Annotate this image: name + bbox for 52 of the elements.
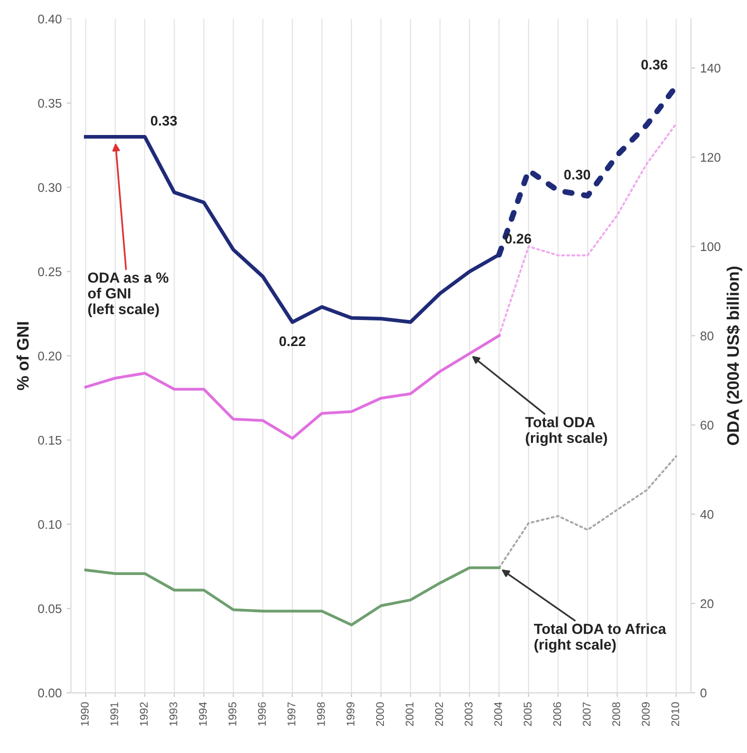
x-tick-label: 2003 [464,702,473,726]
x-tick-label: 1998 [317,702,325,726]
y2-tick-label: 100 [700,242,720,252]
x-tick-label: 2004 [494,702,502,726]
y-tick-label: 0.25 [38,267,62,276]
y-tick-label: 0.30 [38,183,62,192]
x-tick-label: 1990 [80,702,89,726]
y-tick-label: 0.05 [38,604,62,614]
x-tick-label: 1994 [198,702,207,726]
x-tick-label: 1999 [346,702,354,726]
y-tick-label: 0.15 [38,436,62,445]
x-tick-label: 1997 [288,702,296,726]
x-tick-label: 2008 [612,702,620,726]
x-tick-label: 2002 [435,702,443,726]
y-tick-label: 0.40 [38,14,62,24]
line-series [84,334,500,440]
x-tick-label: 2005 [524,702,532,726]
annotation: ODA as a % of GNI (left scale) [88,272,168,318]
data-label: 0.22 [279,336,306,346]
x-tick-label: 2000 [376,702,384,726]
y-tick-label: 0.00 [38,688,62,698]
x-tick-label: 1991 [110,702,118,726]
x-tick-label: 2001 [406,702,414,726]
y-tick-label: 0.35 [38,98,62,108]
y2-tick-label: 60 [700,420,714,430]
line-series [84,566,500,626]
data-label: 0.33 [150,116,177,126]
y2-tick-label: 40 [700,510,714,519]
y2-tick-label: 120 [700,152,720,162]
x-tick-label: 2009 [642,702,650,726]
data-label: 0.36 [641,60,668,70]
x-tick-label: 2010 [671,702,680,726]
y2-tick-label: 80 [700,332,714,340]
x-tick-label: 1992 [140,702,148,726]
x-tick-label: 1993 [169,702,178,726]
annotation: Total ODA (right scale) [525,416,608,446]
y2-axis-title: ODA (2004 US$ billion) [726,266,742,446]
annotation: Total ODA to Africa (right scale) [534,623,666,653]
y-tick-label: 0.20 [38,352,62,360]
y2-tick-label: 140 [700,64,720,73]
y2-tick-label: 20 [700,599,714,608]
x-tick-label: 1995 [228,702,236,726]
y2-tick-label: 0 [700,688,706,698]
y-tick-label: 0.10 [38,520,62,529]
x-tick-label: 2006 [553,702,562,726]
x-tick-label: 1996 [258,702,266,726]
data-label: 0.30 [564,170,590,180]
data-label: 0.26 [505,234,532,244]
line-series [498,122,678,337]
x-tick-label: 2007 [582,702,591,726]
y-axis-title: % of GNI [16,322,29,390]
line-series [498,455,678,569]
